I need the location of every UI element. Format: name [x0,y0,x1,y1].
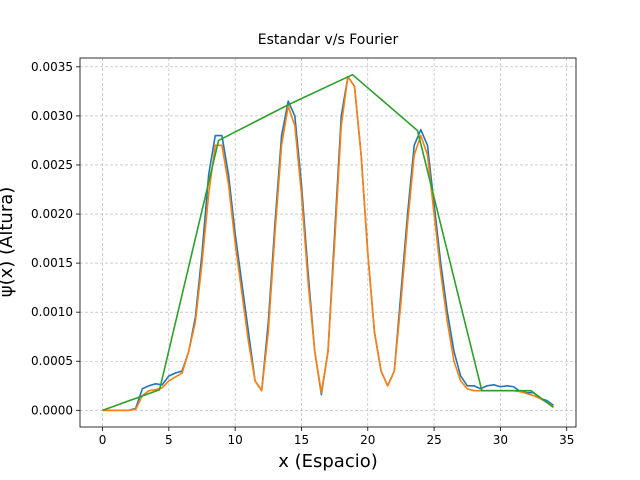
y-tick-label: 0.0000 [31,403,73,417]
plot-area [80,58,576,427]
x-tick-label: 30 [493,433,508,447]
x-tick-label: 15 [294,433,309,447]
x-tick-label: 20 [360,433,375,447]
x-axis-label: x (Espacio) [278,451,378,472]
y-tick-label: 0.0030 [31,109,73,123]
y-tick-label: 0.0020 [31,207,73,221]
axes-frame [79,57,577,428]
chart-title: Estandar v/s Fourier [258,32,399,48]
y-tick-label: 0.0025 [31,158,73,172]
y-tick-label: 0.0035 [31,60,73,74]
line-series [102,73,554,412]
y-axis-label: ψ(x) (Altura) [0,187,17,298]
x-tick-label: 0 [99,433,107,447]
y-tick-label: 0.0010 [31,305,73,319]
y-tick-label: 0.0015 [31,256,73,270]
x-tick-label: 5 [165,433,173,447]
x-tick-label: 35 [559,433,574,447]
line-series [102,75,554,412]
x-tick-label: 25 [426,433,441,447]
y-tick-label: 0.0005 [31,354,73,368]
x-tick-label: 10 [228,433,243,447]
